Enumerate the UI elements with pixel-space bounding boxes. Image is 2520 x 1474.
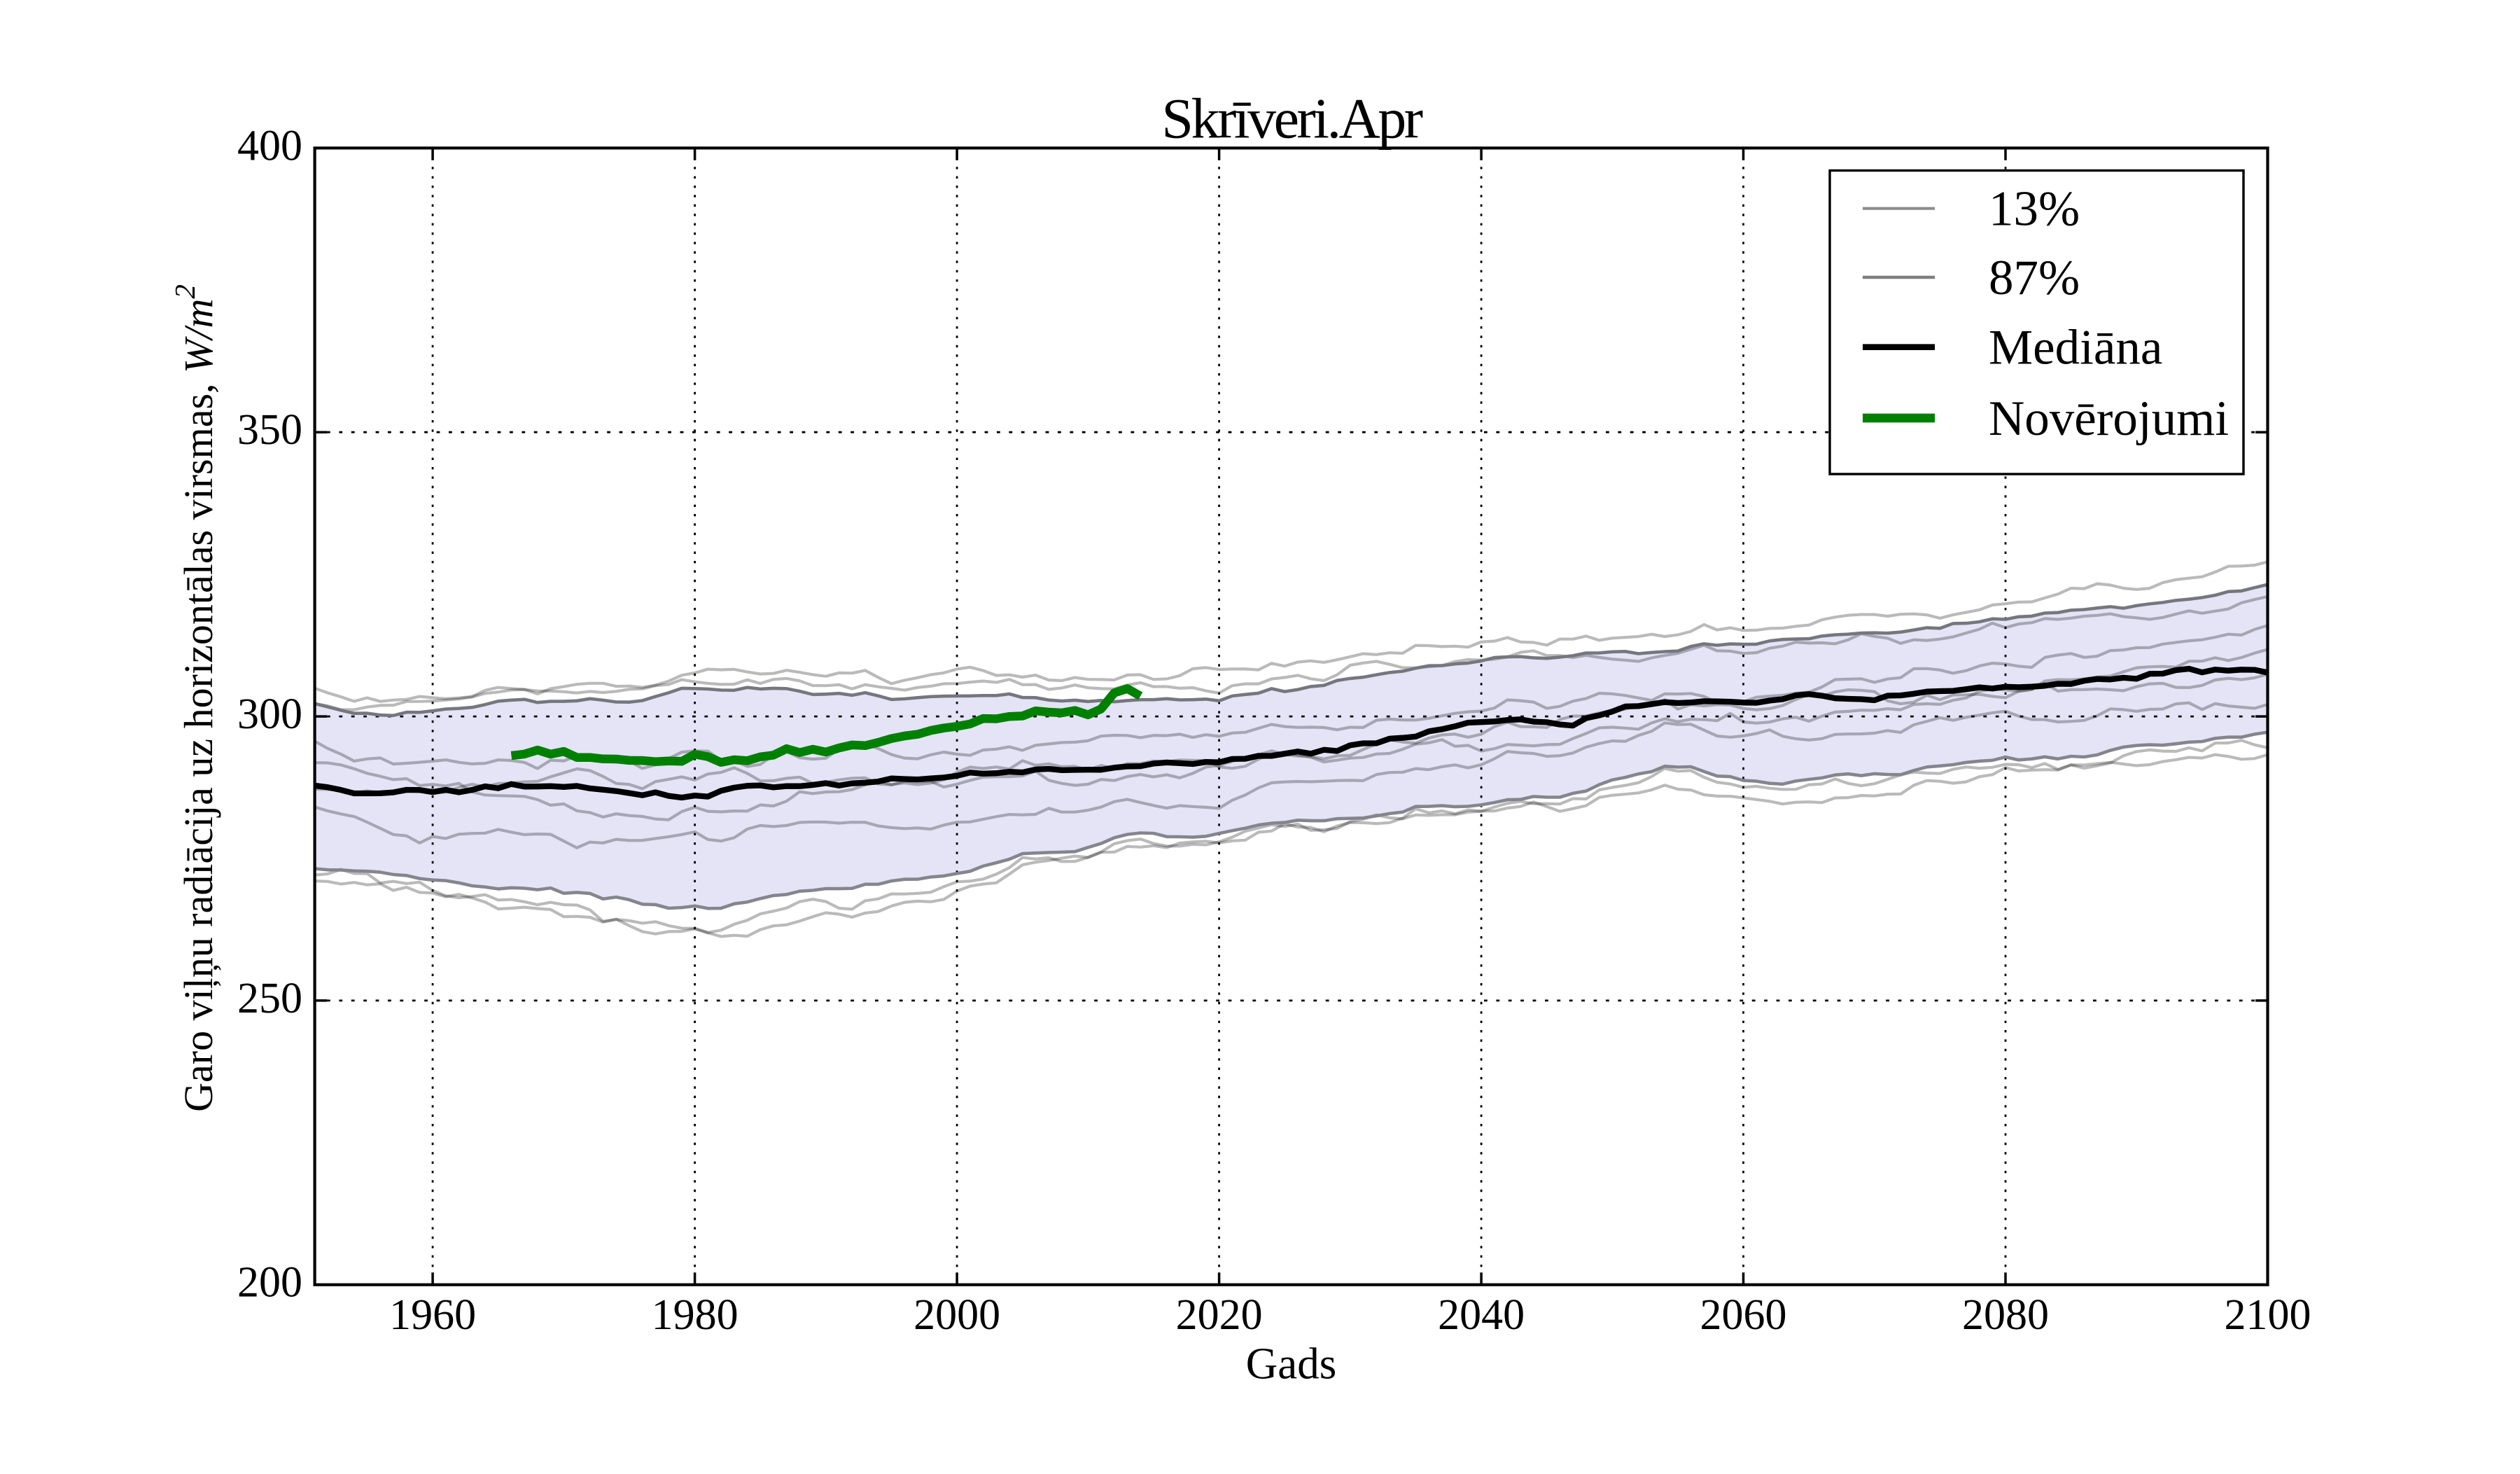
svg-text:87%: 87% (1989, 251, 2080, 305)
svg-text:2100: 2100 (2225, 1291, 2311, 1339)
svg-text:Garo viļņu radiācija uz horizo: Garo viļņu radiācija uz horizontālas vir… (169, 284, 221, 1112)
svg-text:Mediāna: Mediāna (1989, 321, 2162, 375)
svg-text:2080: 2080 (1962, 1291, 2049, 1339)
svg-text:200: 200 (237, 1259, 302, 1307)
svg-text:Novērojumi: Novērojumi (1989, 391, 2229, 446)
svg-text:2040: 2040 (1438, 1291, 1525, 1339)
svg-text:2000: 2000 (913, 1291, 1000, 1339)
svg-text:400: 400 (237, 122, 302, 169)
svg-text:Gads: Gads (1246, 1340, 1336, 1389)
svg-text:1960: 1960 (389, 1291, 476, 1339)
svg-text:350: 350 (237, 406, 302, 454)
svg-text:2060: 2060 (1700, 1291, 1787, 1339)
svg-text:13%: 13% (1989, 182, 2080, 237)
svg-text:300: 300 (237, 690, 302, 738)
svg-text:250: 250 (237, 975, 302, 1022)
svg-text:1980: 1980 (652, 1291, 738, 1339)
svg-text:Skrīveri.Apr: Skrīveri.Apr (1161, 87, 1422, 151)
svg-text:2020: 2020 (1176, 1291, 1263, 1339)
